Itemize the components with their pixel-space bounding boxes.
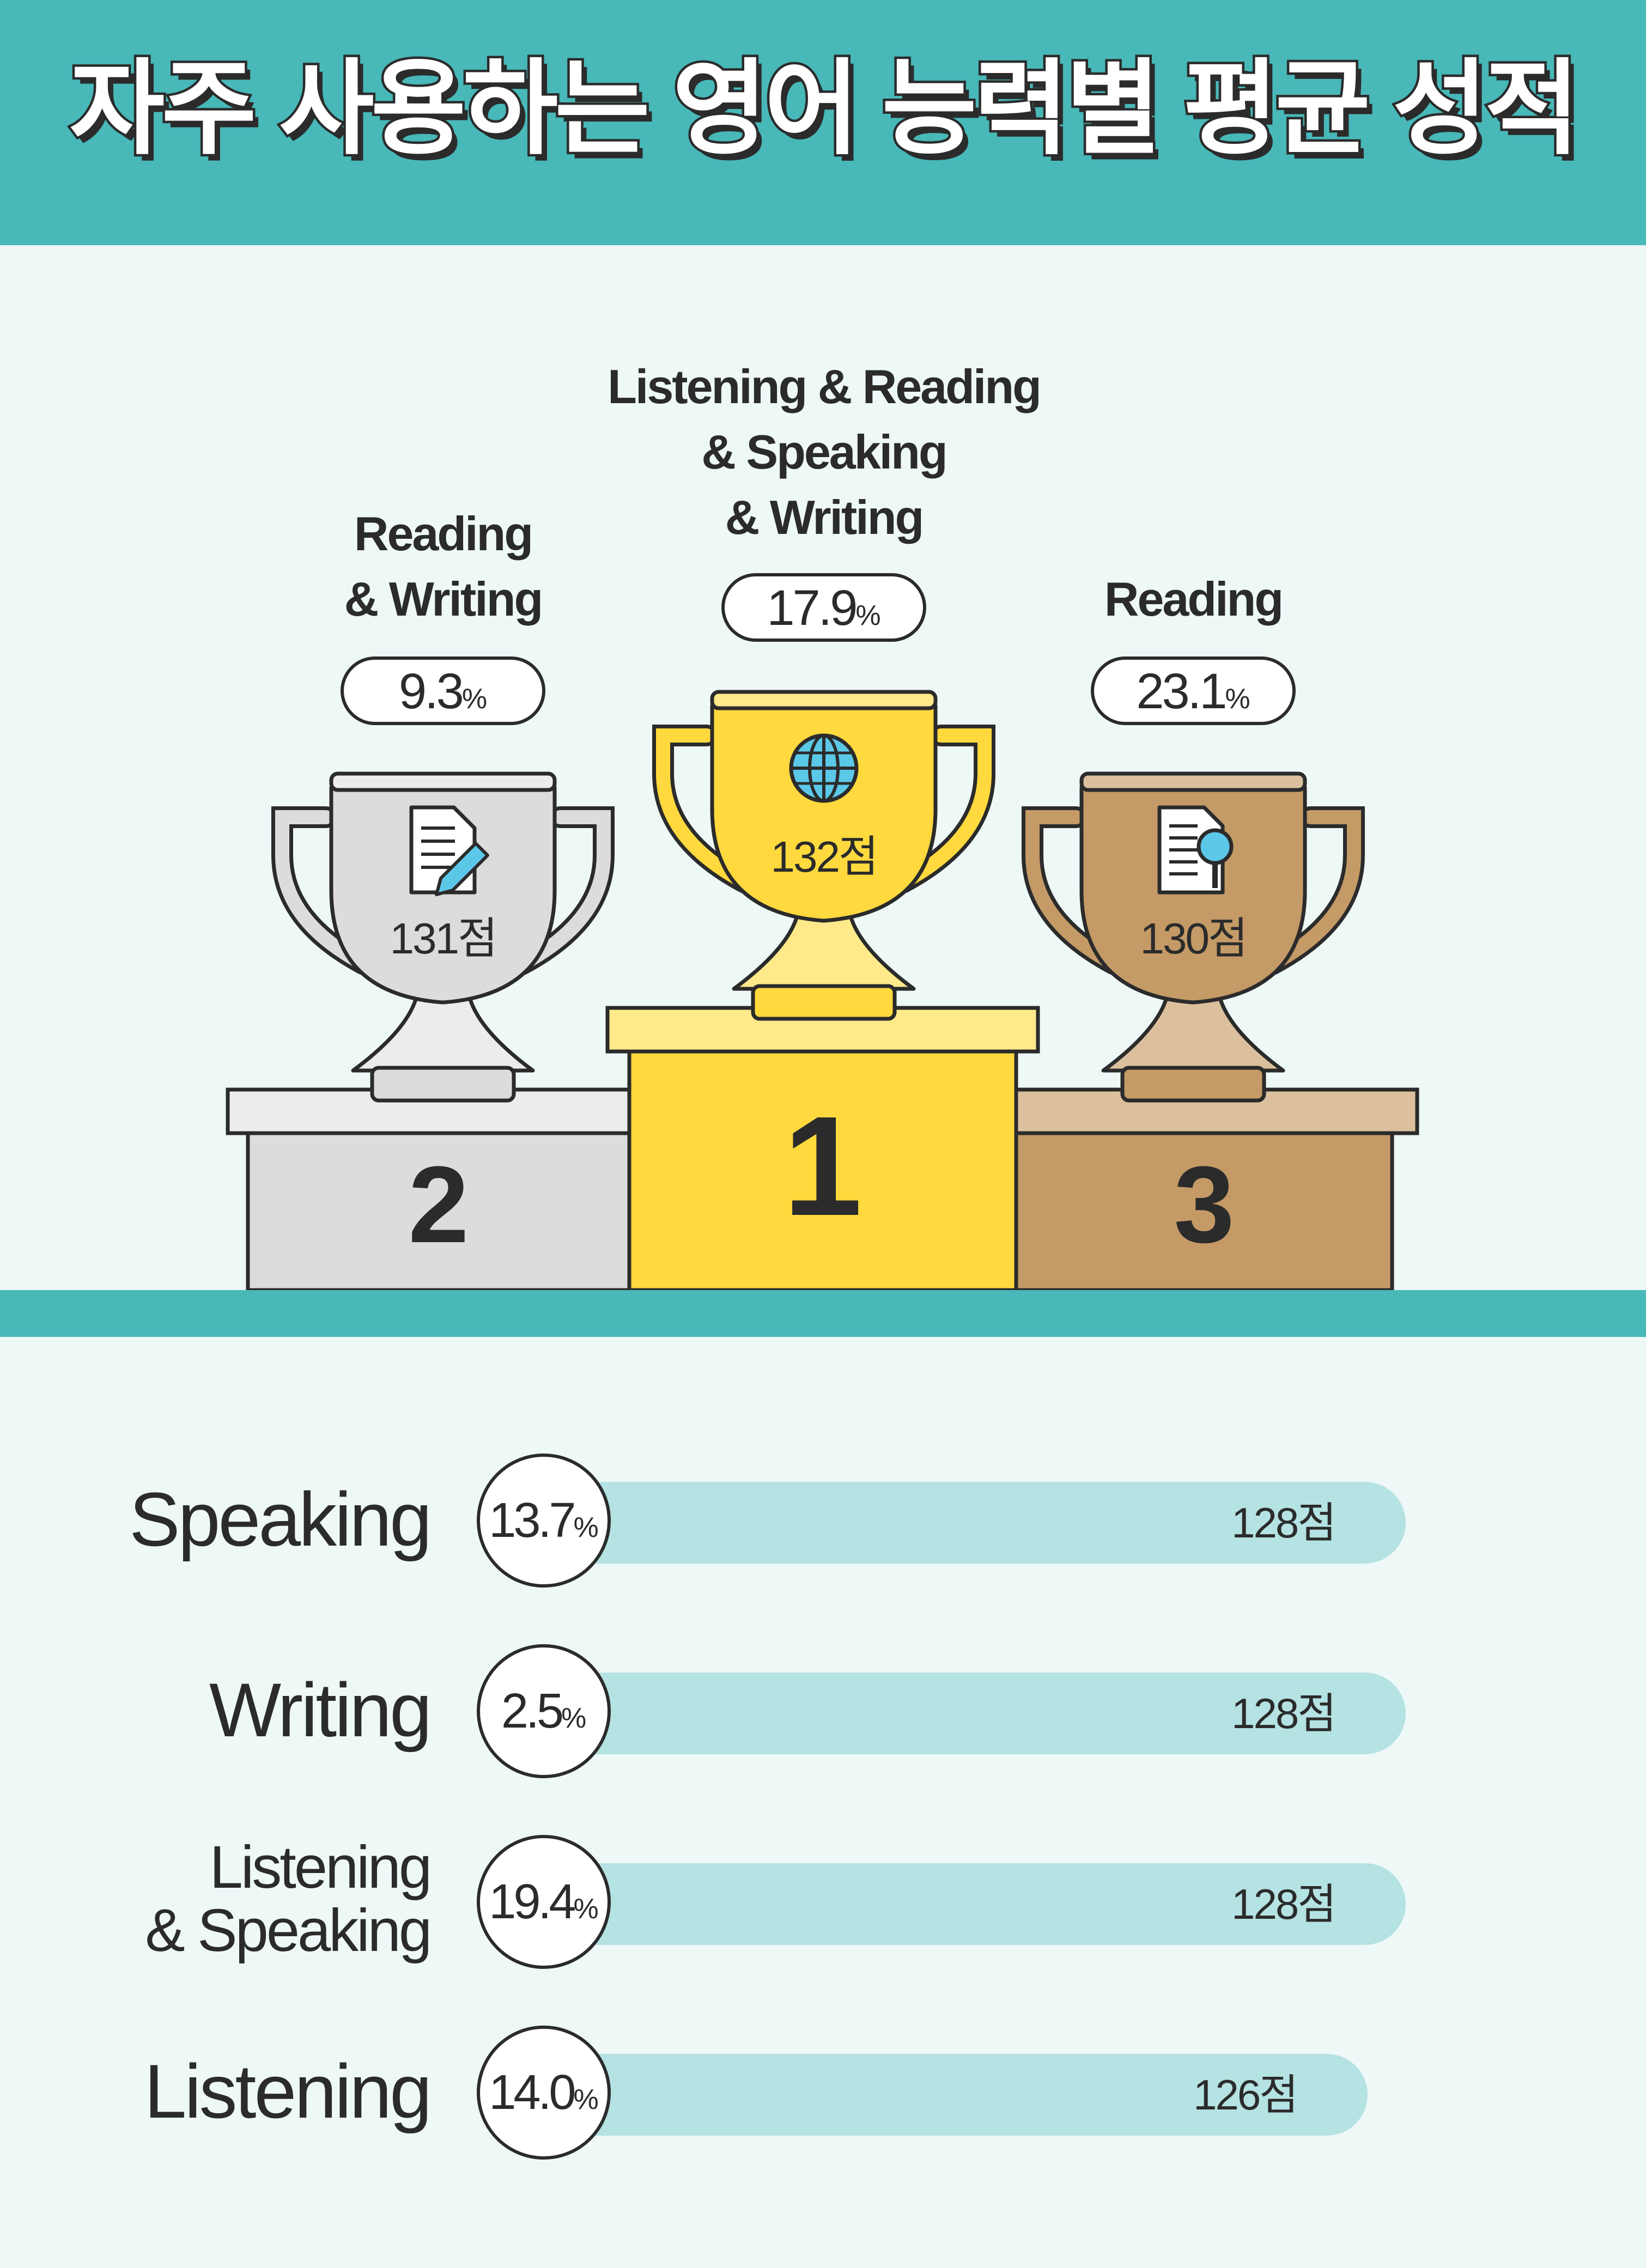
bar-score: 128점 [1231, 1880, 1337, 1928]
percent-circle: 2.5% [477, 1644, 611, 1778]
bar-fill: 128점 [567, 1863, 1406, 1945]
podium-rank: 2 [408, 1144, 469, 1266]
podium-block [627, 1049, 1018, 1290]
bar-row: Listening 126점 14.0% [0, 2024, 1646, 2166]
podium-scene: 1 132점 Listening & Reading & Speaking & Writ… [226, 360, 1419, 1290]
percent-unit: % [462, 683, 487, 715]
podium-block [1014, 1131, 1394, 1290]
trophy-bowl [329, 785, 557, 1005]
podium-rank: 3 [1174, 1144, 1234, 1266]
bar-label: Listening & Speaking [0, 1834, 432, 1964]
trophy-rank-3: 130점 [1022, 771, 1365, 1103]
trophy-rim [329, 771, 557, 792]
percent-value: 13.7 [489, 1493, 576, 1548]
podium-entry-1: 1 132점 Listening & Reading & Speaking & Writ… [605, 360, 1042, 1290]
bar-label-line: Speaking [129, 1476, 432, 1562]
header-band: 자주 사용하는 영어 능력별 평균 성적 [0, 0, 1646, 245]
trophy-rim [710, 690, 938, 710]
podium-label: & Speaking [701, 425, 946, 479]
percent-pill [721, 573, 926, 642]
trophy-rim [1079, 771, 1307, 792]
bar-label-line: Listening [144, 2048, 432, 2134]
podium-label: Reading [354, 507, 532, 561]
bar-row: Listening & Speaking 128점 19.4% [0, 1833, 1646, 1975]
trophy-bowl [710, 703, 938, 923]
bar-fill: 128점 [567, 1482, 1406, 1564]
bar-label: Listening [0, 2048, 432, 2134]
trophy-score: 131점 [390, 914, 496, 963]
globe-icon [789, 733, 859, 803]
document-pencil-icon [409, 805, 489, 896]
podium-rank: 1 [783, 1087, 863, 1245]
percent-value: 14.0 [489, 2065, 576, 2120]
bar-label-line: Writing [209, 1667, 432, 1753]
bar-score: 128점 [1231, 1689, 1337, 1737]
percent-value: 19.4 [489, 1875, 576, 1929]
percent-unit: % [1225, 683, 1250, 715]
percent-unit: % [573, 1512, 599, 1543]
trophy-rank-1: 132점 [652, 690, 995, 1021]
bar-row: Speaking 128점 13.7% [0, 1452, 1646, 1594]
trophy-foot [370, 1066, 516, 1103]
percent-circle: 13.7% [477, 1454, 611, 1588]
bar-row: Writing 128점 2.5% [0, 1643, 1646, 1784]
page-title: 자주 사용하는 영어 능력별 평균 성적 [67, 51, 1582, 167]
bar-label: Speaking [0, 1476, 432, 1562]
trophy-foot [751, 984, 897, 1021]
bar-fill: 128점 [567, 1673, 1406, 1754]
percent-unit: % [573, 1893, 599, 1925]
podium-label: & Writing [725, 490, 922, 544]
percent-unit: % [573, 2084, 599, 2115]
trophy-foot [1120, 1066, 1266, 1103]
trophy-bowl [1079, 785, 1307, 1005]
bar-score: 128점 [1231, 1499, 1337, 1547]
divider-band [0, 1290, 1646, 1337]
trophy-score: 132점 [770, 832, 877, 881]
podium-label: Listening & Reading [608, 360, 1040, 414]
document-magnifier-icon [1157, 805, 1234, 895]
percent-pill [1091, 656, 1296, 725]
podium-label: & Writing [344, 572, 542, 626]
percent-circle: 19.4% [477, 1835, 611, 1969]
percent-pill [341, 656, 545, 725]
percent-circle: 14.0% [477, 2026, 611, 2160]
trophy-stem [732, 902, 916, 991]
bar-label-line: & Speaking [145, 1896, 432, 1964]
percent-unit: % [561, 1702, 587, 1734]
bar-label: Writing [0, 1667, 432, 1753]
percent-value: 2.5 [501, 1684, 564, 1738]
trophy-stem [1101, 984, 1285, 1073]
percent-unit: % [855, 600, 880, 631]
podium-label: Reading [1104, 572, 1282, 626]
trophy-score: 130점 [1140, 914, 1246, 963]
bar-fill: 126점 [567, 2054, 1368, 2136]
bar-score: 126점 [1193, 2071, 1298, 2119]
trophy-rank-2: 131점 [271, 771, 615, 1103]
trophy-stem [351, 984, 535, 1073]
bar-label-line: Listening [209, 1834, 432, 1901]
podium-block [246, 1131, 631, 1290]
